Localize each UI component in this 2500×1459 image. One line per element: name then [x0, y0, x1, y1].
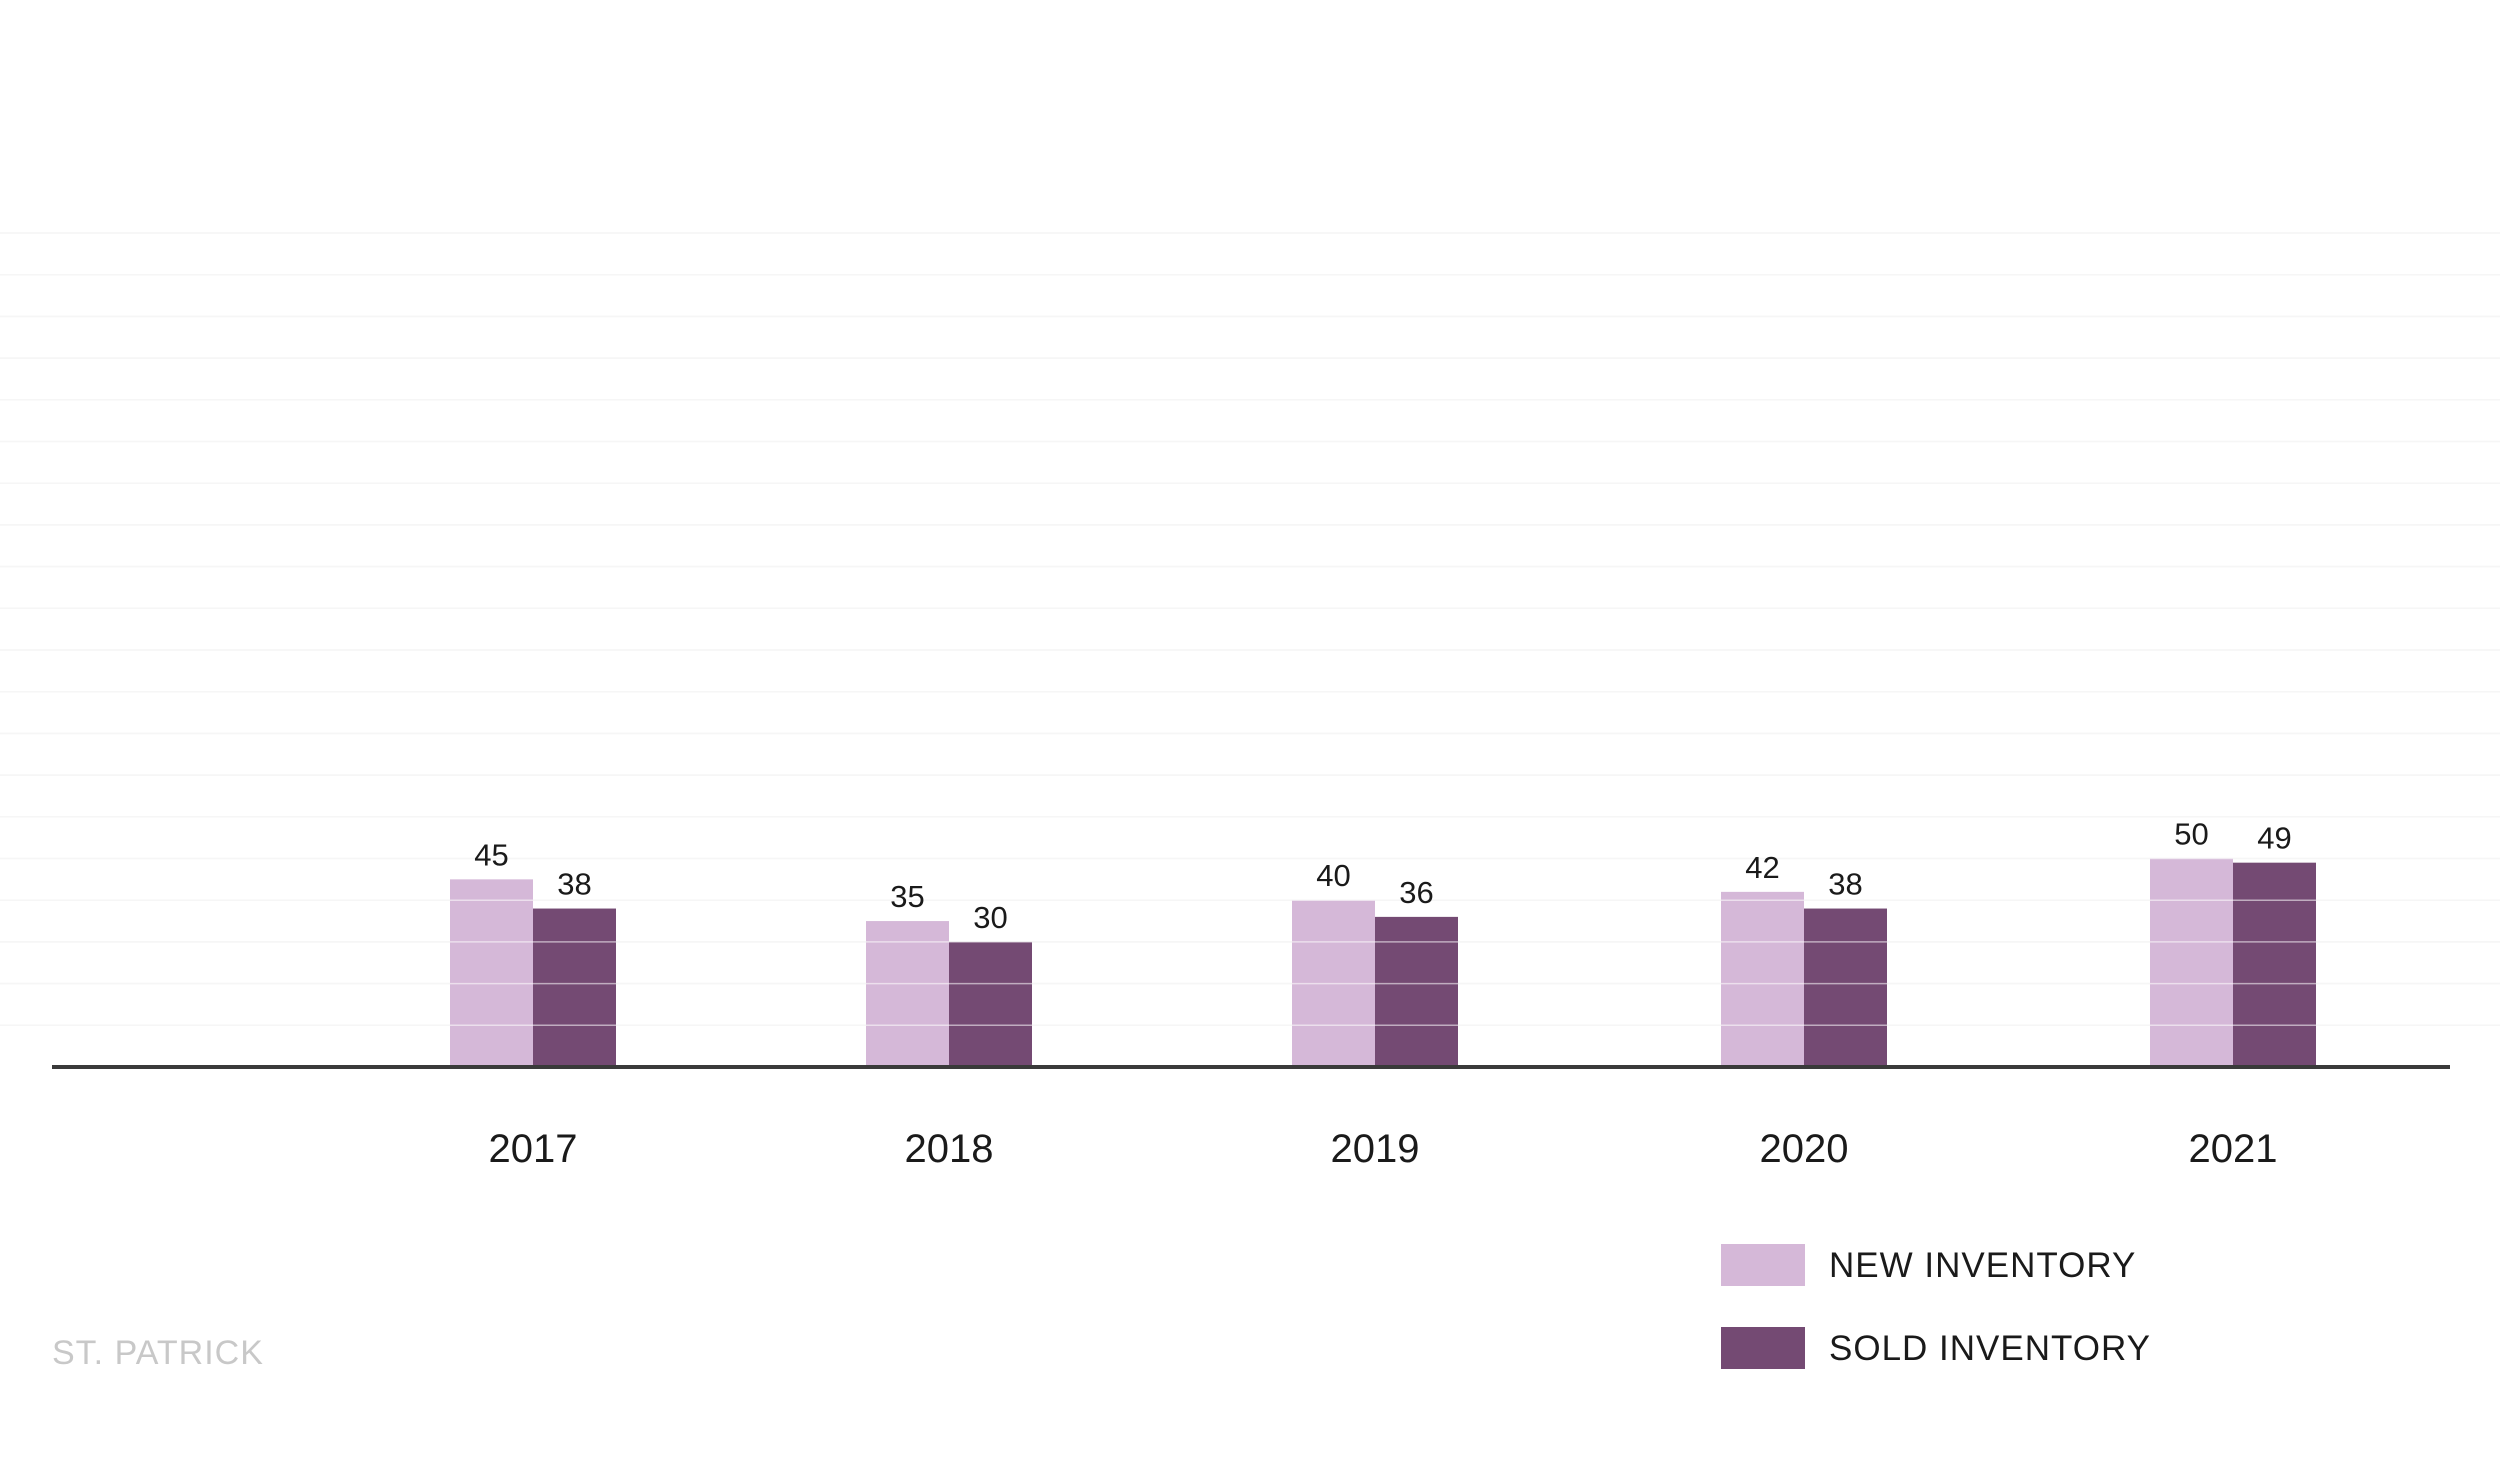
x-tick-label-2020: 2020: [1760, 1127, 1849, 1171]
bar-new-inventory-2020: [1721, 891, 1804, 1067]
bar-sold-inventory-2018: [949, 941, 1032, 1067]
x-tick-label-2019: 2019: [1331, 1127, 1420, 1171]
data-label: 49: [2257, 821, 2291, 856]
gridlines: [0, 232, 2500, 1027]
brand-watermark: ST. PATRICK: [52, 1334, 264, 1372]
data-label: 40: [1316, 858, 1350, 893]
data-label: 30: [973, 900, 1007, 935]
data-label: 38: [1828, 867, 1862, 902]
x-tick-label-2018: 2018: [905, 1127, 994, 1171]
legend-swatch-sold-inventory: [1721, 1327, 1805, 1369]
bar-new-inventory-2018: [866, 921, 949, 1067]
bar-new-inventory-2021: [2150, 858, 2233, 1067]
data-label: 38: [557, 867, 591, 902]
legend-swatch-new-inventory: [1721, 1244, 1805, 1286]
bar-sold-inventory-2021: [2233, 862, 2316, 1067]
bar-sold-inventory-2020: [1804, 908, 1887, 1067]
data-label: 36: [1399, 875, 1433, 910]
bar-labels: 45 38 35 30 40 36 42 38 50 49: [474, 817, 2291, 935]
legend-label-sold-inventory: SOLD INVENTORY: [1829, 1329, 2151, 1368]
x-tick-label-2021: 2021: [2189, 1127, 2278, 1171]
data-label: 45: [474, 837, 508, 872]
data-label: 35: [890, 879, 924, 914]
data-label: 50: [2174, 817, 2208, 852]
bars: [0, 232, 2500, 1067]
bar-sold-inventory-2019: [1375, 916, 1458, 1067]
x-tick-label-2017: 2017: [489, 1127, 578, 1171]
data-label: 42: [1745, 850, 1779, 885]
legend-label-new-inventory: NEW INVENTORY: [1829, 1246, 2136, 1285]
bar-sold-inventory-2017: [533, 908, 616, 1067]
x-tick-labels: 2017 2018 2019 2020 2021: [489, 1127, 2278, 1171]
bar-new-inventory-2017: [450, 879, 533, 1067]
legend: NEW INVENTORY SOLD INVENTORY: [1721, 1244, 2151, 1369]
